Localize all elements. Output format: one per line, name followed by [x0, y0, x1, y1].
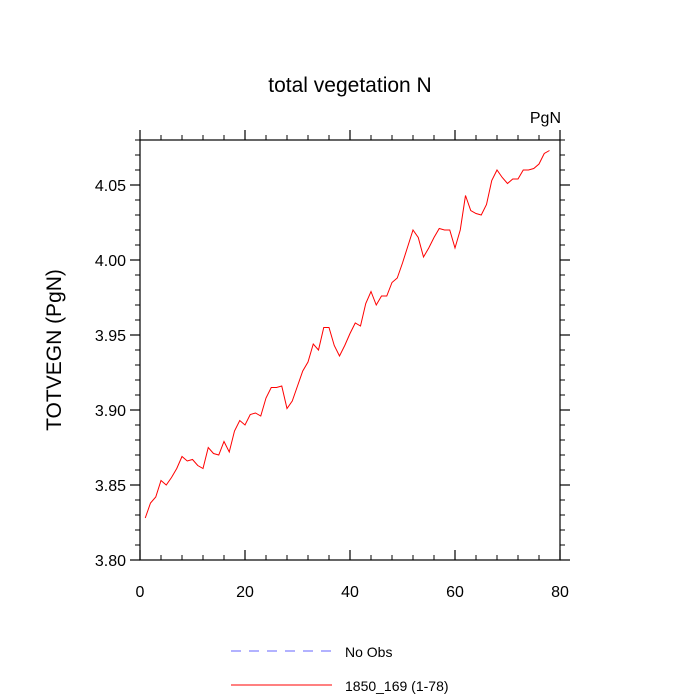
- y-tick-label: 4.00: [95, 253, 126, 270]
- legend-label: 1850_169 (1-78): [345, 678, 449, 694]
- y-tick-label: 4.05: [95, 178, 126, 195]
- x-tick-label: 60: [446, 584, 464, 601]
- y-tick-label: 3.80: [95, 553, 126, 570]
- axis-ticks: [130, 130, 570, 561]
- legend-label: No Obs: [345, 644, 392, 660]
- y-axis-label: TOTVEGN (PgN): [43, 269, 66, 431]
- y-tick-label: 3.90: [95, 403, 126, 420]
- legend: No Obs 1850_169 (1-78): [231, 644, 449, 694]
- x-tick-labels: 0 20 40 60 80: [136, 584, 569, 601]
- x-tick-label: 40: [341, 584, 359, 601]
- series-layer: [144, 150, 550, 519]
- y-tick-labels: 3.80 3.85 3.90 3.95 4.00 4.05: [95, 178, 126, 570]
- series-line: [144, 150, 550, 519]
- y-tick-label: 3.95: [95, 328, 126, 345]
- x-tick-label: 20: [236, 584, 254, 601]
- units-label: PgN: [530, 110, 561, 127]
- plot-frame: [139, 139, 561, 561]
- x-tick-label: 0: [136, 584, 145, 601]
- x-tick-label: 80: [551, 584, 569, 601]
- y-tick-label: 3.85: [95, 478, 126, 495]
- chart-title: total vegetation N: [268, 74, 431, 97]
